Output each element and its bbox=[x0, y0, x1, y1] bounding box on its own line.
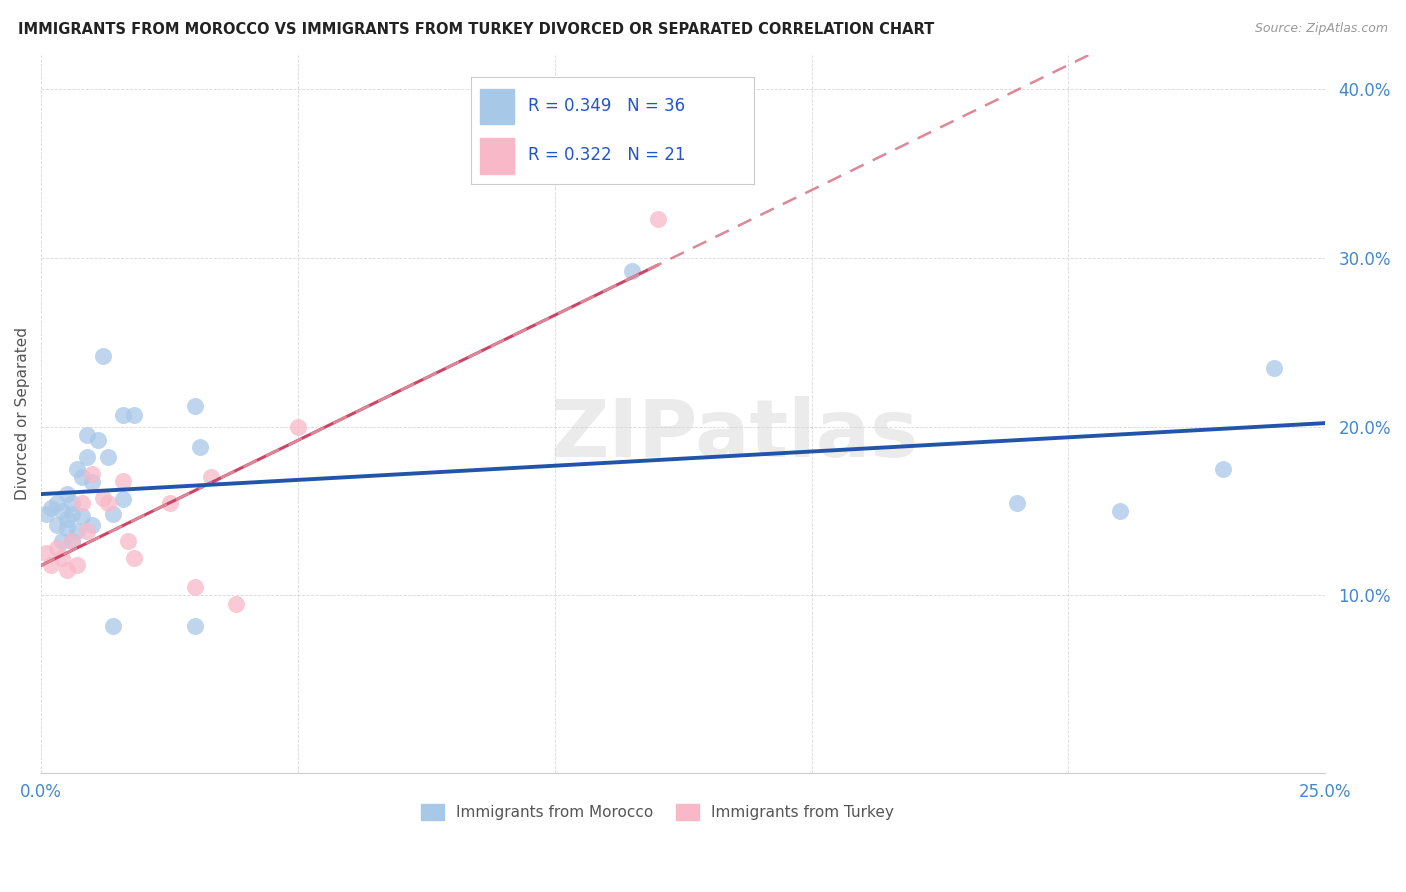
Point bbox=[56, 563, 79, 577]
Point bbox=[86, 433, 108, 447]
Point bbox=[1005, 495, 1028, 509]
Point bbox=[76, 524, 98, 539]
Point bbox=[60, 495, 83, 509]
Point bbox=[66, 524, 89, 539]
Point bbox=[76, 428, 98, 442]
Point bbox=[66, 462, 89, 476]
Point bbox=[112, 474, 135, 488]
Point bbox=[66, 558, 89, 572]
Point bbox=[82, 467, 104, 481]
Point bbox=[620, 264, 643, 278]
Text: IMMIGRANTS FROM MOROCCO VS IMMIGRANTS FROM TURKEY DIVORCED OR SEPARATED CORRELAT: IMMIGRANTS FROM MOROCCO VS IMMIGRANTS FR… bbox=[18, 22, 935, 37]
Point bbox=[101, 508, 124, 522]
Point bbox=[101, 619, 124, 633]
Point bbox=[41, 500, 63, 515]
Point bbox=[51, 551, 73, 566]
Point bbox=[1212, 462, 1234, 476]
Text: ZIPatlas: ZIPatlas bbox=[551, 396, 918, 475]
Point bbox=[287, 419, 309, 434]
Point bbox=[82, 475, 104, 490]
Point bbox=[35, 546, 58, 560]
Point bbox=[76, 450, 98, 464]
Point bbox=[45, 517, 67, 532]
Point bbox=[1108, 504, 1130, 518]
Point bbox=[60, 534, 83, 549]
Point bbox=[91, 349, 114, 363]
Text: Source: ZipAtlas.com: Source: ZipAtlas.com bbox=[1254, 22, 1388, 36]
Point bbox=[200, 470, 222, 484]
Point bbox=[70, 470, 93, 484]
Point bbox=[122, 551, 145, 566]
Point bbox=[82, 517, 104, 532]
Point bbox=[1263, 360, 1285, 375]
Point bbox=[60, 508, 83, 522]
Point bbox=[91, 491, 114, 505]
Point bbox=[122, 408, 145, 422]
Point bbox=[112, 492, 135, 507]
Legend: Immigrants from Morocco, Immigrants from Turkey: Immigrants from Morocco, Immigrants from… bbox=[415, 797, 900, 826]
Point bbox=[45, 541, 67, 556]
Point bbox=[70, 509, 93, 524]
Point bbox=[117, 534, 139, 549]
Point bbox=[35, 508, 58, 522]
Point bbox=[41, 558, 63, 572]
Point bbox=[184, 580, 207, 594]
Point bbox=[188, 440, 211, 454]
Point bbox=[70, 495, 93, 509]
Point bbox=[647, 211, 669, 226]
Point bbox=[56, 512, 79, 526]
Point bbox=[184, 400, 207, 414]
Point bbox=[112, 408, 135, 422]
Point bbox=[159, 495, 181, 509]
Point bbox=[60, 534, 83, 549]
Point bbox=[97, 495, 120, 509]
Point bbox=[51, 534, 73, 549]
Point bbox=[56, 521, 79, 535]
Point bbox=[184, 619, 207, 633]
Point bbox=[97, 450, 120, 464]
Point bbox=[225, 597, 247, 611]
Point bbox=[45, 495, 67, 509]
Point bbox=[56, 487, 79, 501]
Y-axis label: Divorced or Separated: Divorced or Separated bbox=[15, 327, 30, 500]
Point bbox=[51, 504, 73, 518]
